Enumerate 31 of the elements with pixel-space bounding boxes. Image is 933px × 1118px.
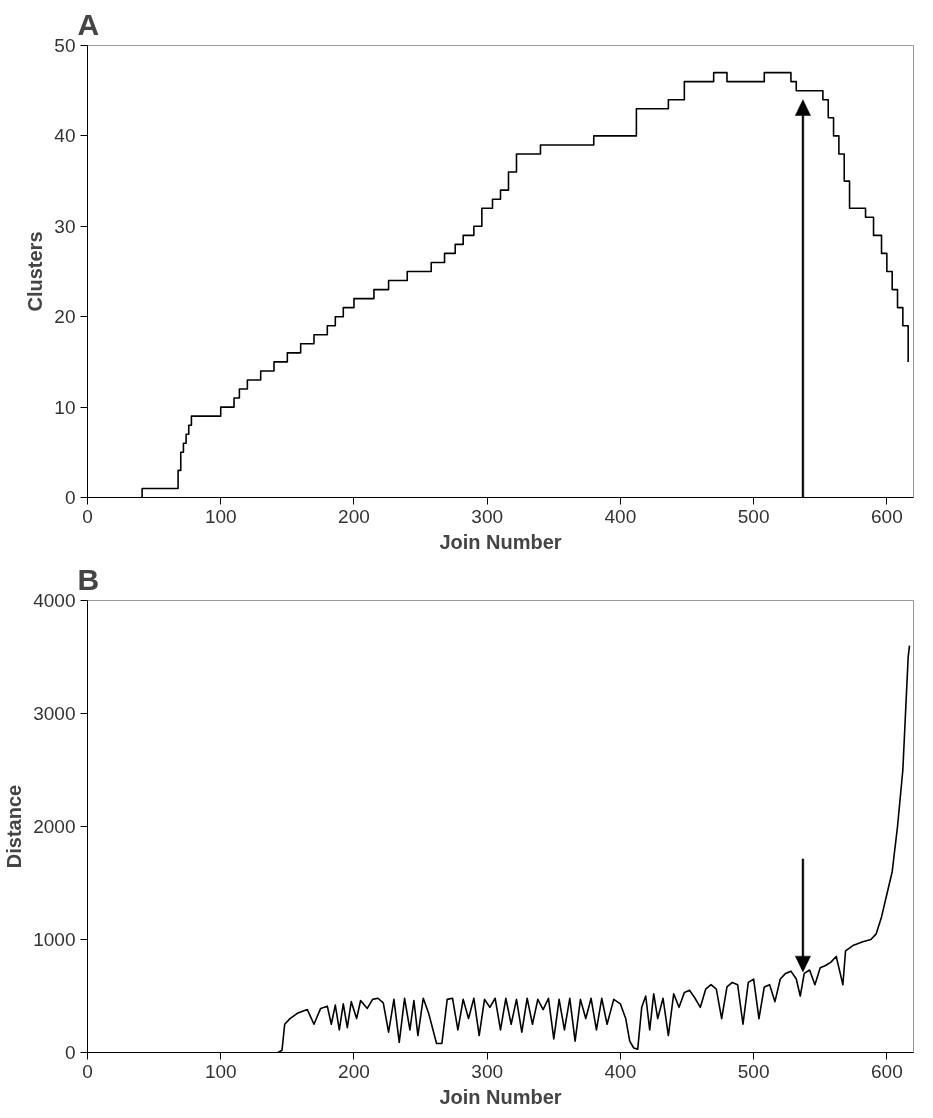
chart-title: B	[77, 562, 100, 596]
y-tick-label: 4000	[33, 590, 76, 611]
x-tick-label: 0	[82, 505, 93, 527]
y-tick-label: 50	[54, 35, 76, 56]
y-tick-label: 3000	[33, 703, 76, 724]
y-tick-label: 2000	[33, 816, 76, 837]
x-tick-label: 200	[338, 1060, 370, 1082]
y-axis-title: Distance	[3, 784, 26, 869]
x-tick-label: 400	[604, 1060, 637, 1082]
x-tick-label: 500	[737, 1060, 770, 1082]
x-tick-label: 100	[204, 1060, 237, 1082]
x-tick-label: 100	[204, 505, 237, 527]
x-tick-label: 500	[737, 505, 770, 527]
chart-title: A	[77, 7, 100, 41]
x-axis-title: Join Number	[439, 1085, 562, 1108]
y-tick-label: 20	[54, 306, 76, 328]
x-tick-label: 0	[82, 1060, 93, 1082]
x-tick-label: 300	[471, 1060, 504, 1082]
y-tick-label: 40	[54, 125, 76, 147]
x-axis-title: Join Number	[439, 530, 562, 553]
y-tick-label: 1000	[33, 929, 76, 950]
y-tick-label: 0	[64, 487, 76, 508]
x-tick-label: 600	[871, 1060, 903, 1082]
y-tick-label: 30	[54, 215, 76, 237]
x-tick-label: 600	[871, 505, 903, 527]
x-tick-label: 400	[604, 505, 637, 527]
x-tick-label: 300	[471, 505, 504, 527]
x-tick-label: 200	[338, 505, 370, 527]
y-axis-title: Clusters	[24, 231, 47, 312]
y-tick-label: 0	[64, 1042, 76, 1063]
y-tick-label: 10	[54, 396, 76, 418]
